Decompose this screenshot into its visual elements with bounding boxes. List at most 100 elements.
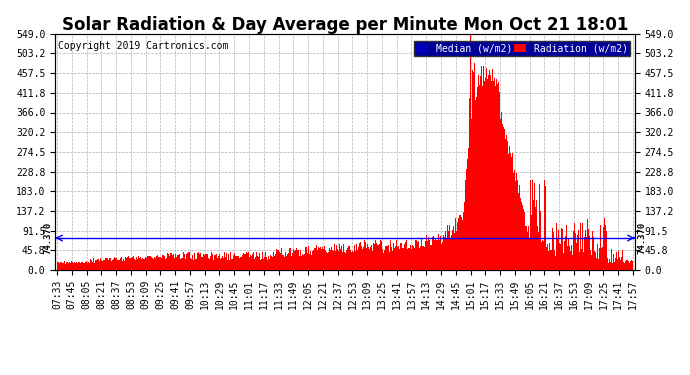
Bar: [72, 262, 73, 270]
Bar: [604, 218, 605, 270]
Bar: [482, 86, 483, 270]
Bar: [315, 248, 316, 270]
Bar: [337, 249, 338, 270]
Bar: [493, 81, 494, 270]
Bar: [418, 242, 420, 270]
Bar: [609, 259, 611, 270]
Bar: [258, 256, 259, 270]
Bar: [297, 250, 298, 270]
Bar: [515, 182, 516, 270]
Bar: [205, 254, 206, 270]
Bar: [244, 254, 245, 270]
Bar: [472, 69, 473, 270]
Bar: [483, 66, 484, 270]
Bar: [266, 257, 267, 270]
Bar: [153, 259, 155, 270]
Bar: [380, 251, 382, 270]
Bar: [318, 247, 319, 270]
Bar: [150, 257, 152, 270]
Bar: [560, 251, 562, 270]
Bar: [194, 253, 195, 270]
Bar: [600, 225, 601, 270]
Bar: [122, 261, 123, 270]
Bar: [204, 255, 205, 270]
Bar: [106, 258, 108, 270]
Bar: [85, 262, 86, 270]
Bar: [567, 246, 568, 270]
Bar: [458, 218, 459, 270]
Bar: [518, 192, 519, 270]
Bar: [592, 231, 593, 270]
Bar: [486, 79, 488, 270]
Bar: [400, 243, 401, 270]
Bar: [403, 248, 404, 270]
Bar: [305, 247, 306, 270]
Bar: [530, 180, 531, 270]
Bar: [590, 250, 591, 270]
Bar: [456, 231, 457, 270]
Bar: [300, 250, 301, 270]
Bar: [73, 263, 74, 270]
Bar: [83, 263, 84, 270]
Bar: [259, 260, 261, 270]
Bar: [613, 255, 614, 270]
Bar: [109, 258, 110, 270]
Bar: [117, 260, 119, 270]
Bar: [612, 263, 613, 270]
Bar: [521, 201, 522, 270]
Bar: [70, 263, 71, 270]
Bar: [538, 232, 540, 270]
Bar: [407, 249, 408, 270]
Bar: [188, 258, 190, 270]
Bar: [511, 153, 513, 270]
Bar: [254, 259, 255, 270]
Bar: [388, 245, 389, 270]
Bar: [279, 252, 280, 270]
Bar: [340, 249, 341, 270]
Bar: [270, 256, 272, 270]
Bar: [196, 260, 197, 270]
Bar: [103, 260, 104, 270]
Bar: [226, 253, 227, 270]
Bar: [577, 235, 578, 270]
Bar: [409, 248, 410, 270]
Bar: [566, 225, 567, 270]
Bar: [544, 180, 545, 270]
Bar: [555, 256, 556, 270]
Bar: [450, 238, 451, 270]
Bar: [601, 248, 602, 270]
Bar: [464, 214, 466, 270]
Bar: [372, 251, 373, 270]
Bar: [460, 214, 461, 270]
Bar: [262, 252, 264, 270]
Bar: [401, 243, 402, 270]
Bar: [119, 260, 120, 270]
Bar: [353, 252, 354, 270]
Bar: [384, 250, 385, 270]
Bar: [66, 262, 67, 270]
Bar: [67, 262, 68, 270]
Bar: [207, 254, 208, 270]
Bar: [366, 244, 368, 270]
Bar: [516, 173, 517, 270]
Bar: [622, 251, 623, 270]
Bar: [165, 252, 166, 270]
Bar: [627, 260, 628, 270]
Bar: [311, 255, 313, 270]
Bar: [576, 243, 577, 270]
Bar: [316, 245, 317, 270]
Bar: [532, 180, 533, 270]
Bar: [377, 245, 379, 270]
Bar: [440, 244, 442, 270]
Bar: [420, 246, 421, 270]
Bar: [97, 259, 98, 270]
Bar: [406, 240, 407, 270]
Bar: [145, 257, 146, 270]
Bar: [179, 254, 180, 270]
Bar: [494, 78, 495, 270]
Bar: [413, 246, 414, 270]
Bar: [358, 247, 359, 270]
Bar: [57, 262, 59, 270]
Bar: [618, 251, 619, 270]
Bar: [556, 224, 557, 270]
